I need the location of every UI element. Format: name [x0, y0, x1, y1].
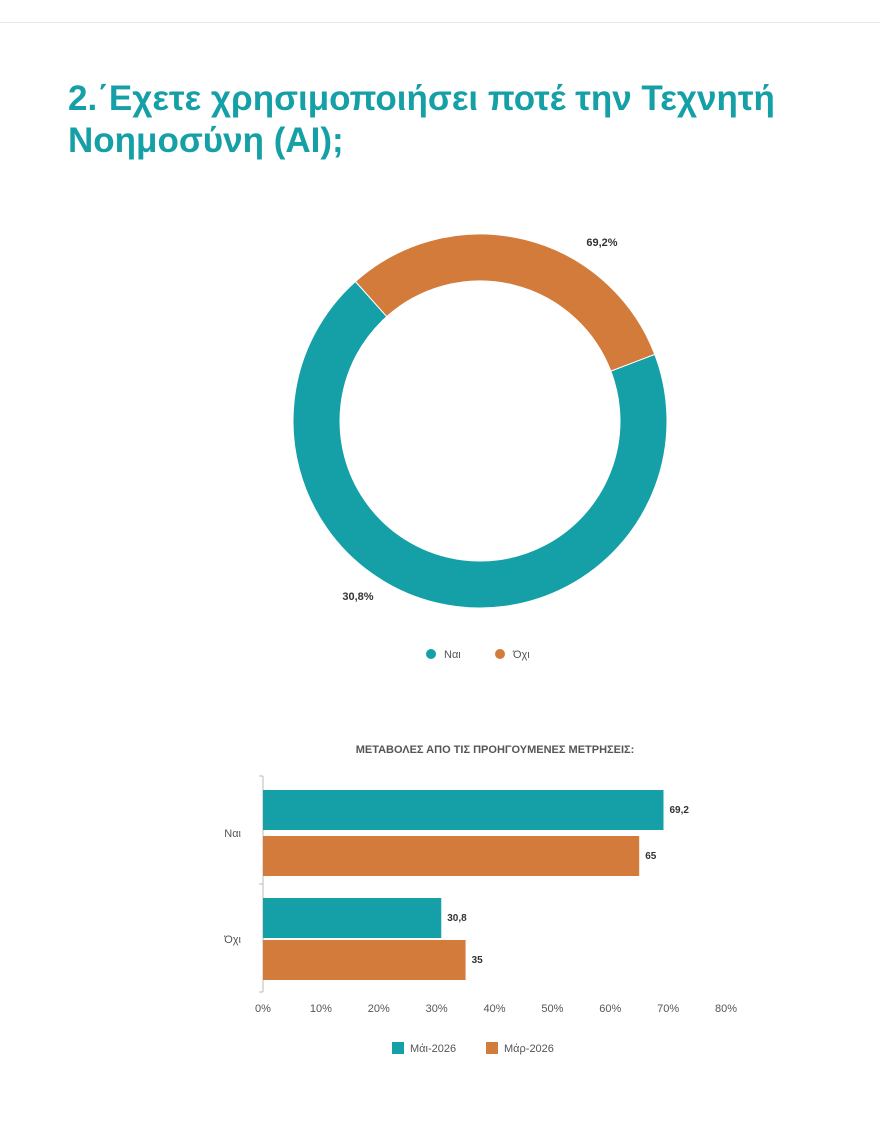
category-label: Ναι: [224, 828, 241, 840]
legend-marker: [495, 649, 505, 659]
x-tick-label: 70%: [657, 1003, 679, 1015]
x-tick-label: 10%: [310, 1003, 332, 1015]
legend-marker: [486, 1042, 498, 1054]
bar-2-2: [263, 940, 466, 980]
donut-value-label: 69,2%: [586, 237, 617, 249]
bar-value-label: 65: [645, 851, 657, 862]
legend-label: Μάρ-2026: [504, 1043, 554, 1055]
top-divider: [0, 22, 880, 23]
x-tick-label: 60%: [599, 1003, 621, 1015]
x-tick-label: 50%: [541, 1003, 563, 1015]
bar-legend: Μάι-2026 Μάρ-2026: [392, 1042, 554, 1055]
bar-value-label: 69,2: [669, 805, 689, 816]
x-tick-label: 40%: [483, 1003, 505, 1015]
bar-2-1: [263, 898, 442, 938]
bar-value-label: 30,8: [447, 913, 467, 924]
legend-marker: [392, 1042, 404, 1054]
legend-label: Ναι: [444, 649, 461, 661]
legend-label: Όχι: [512, 649, 530, 661]
legend-marker: [426, 649, 436, 659]
bar-value-label: 35: [472, 955, 484, 966]
page-title: 2.΄Εχετε χρησιμοποιήσει ποτέ την Τεχνητή…: [68, 79, 775, 160]
x-tick-label: 0%: [255, 1003, 271, 1015]
donut-value-label: 30,8%: [342, 591, 373, 603]
donut-chart: 69,2% 30,8%: [292, 233, 668, 609]
category-label: Όχι: [223, 934, 241, 946]
bar-1-1: [263, 790, 664, 830]
bar-1-2: [263, 836, 640, 876]
x-tick-label: 30%: [426, 1003, 448, 1015]
bar-chart-title: ΜΕΤΑΒΟΛΕΣ ΑΠΟ ΤΙΣ ΠΡΟΗΓΟΥΜΕΝΕΣ ΜΕΤΡΗΣΕΙΣ…: [356, 744, 635, 756]
donut-slice-1: [292, 280, 668, 609]
bar-chart: ΜΕΤΑΒΟΛΕΣ ΑΠΟ ΤΙΣ ΠΡΟΗΓΟΥΜΕΝΕΣ ΜΕΤΡΗΣΕΙΣ…: [223, 744, 737, 1015]
legend-label: Μάι-2026: [410, 1043, 456, 1055]
x-tick-label: 20%: [368, 1003, 390, 1015]
x-tick-label: 80%: [715, 1003, 737, 1015]
donut-slice-2: [354, 233, 656, 372]
donut-legend: Ναι Όχι: [426, 649, 530, 661]
